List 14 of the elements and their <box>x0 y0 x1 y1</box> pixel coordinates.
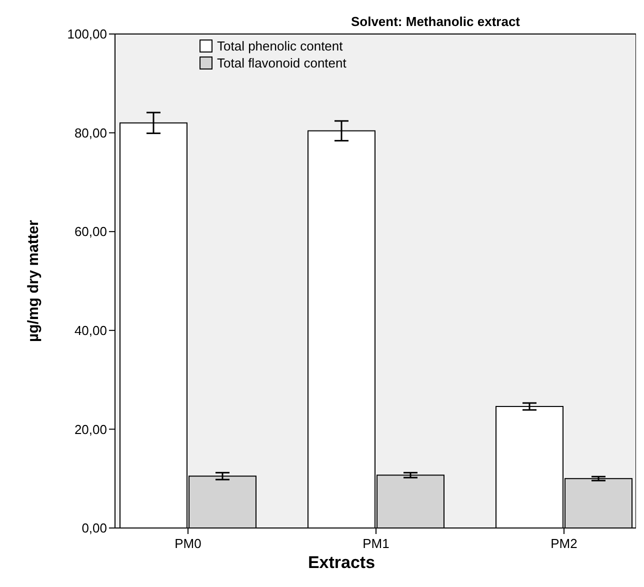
chart-title: Solvent: Methanolic extract <box>350 14 521 29</box>
x-tick-label: PM1 <box>362 536 390 551</box>
y-tick-label: 0,00 <box>82 520 107 536</box>
x-tick-label: PM2 <box>550 536 578 551</box>
y-tick-label: 100,00 <box>67 26 107 42</box>
y-axis-title: µg/mg dry matter <box>25 220 42 342</box>
y-tick-label: 80,00 <box>74 125 107 140</box>
y-tick-label: 60,00 <box>74 224 107 240</box>
x-axis-title: Extracts <box>308 553 376 572</box>
y-tick-label: 40,00 <box>74 322 107 338</box>
y-tick-label: 20,00 <box>74 422 107 437</box>
legend-label: Total phenolic content <box>217 38 344 54</box>
legend-label: Total flavonoid content <box>217 56 347 71</box>
x-tick-label: PM0 <box>174 536 202 551</box>
